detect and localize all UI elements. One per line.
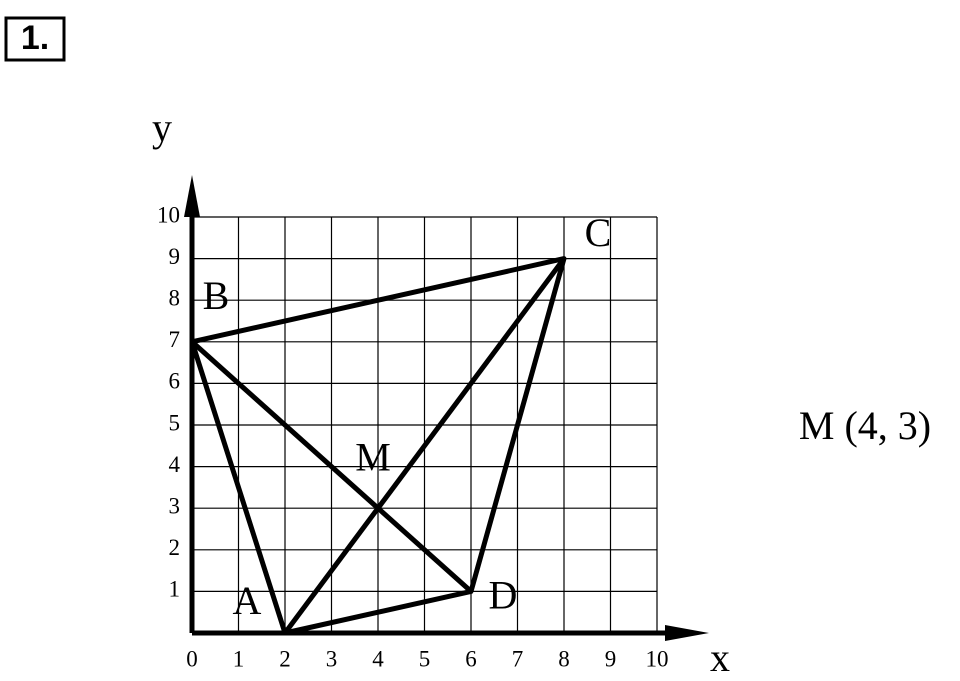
vertex-label: C	[585, 210, 612, 255]
y-tick-label: 8	[169, 285, 181, 310]
y-tick-label: 6	[169, 369, 181, 394]
x-tick-label: 7	[512, 646, 524, 671]
note: M (4, 3)	[799, 403, 931, 448]
y-tick-label: 3	[169, 493, 181, 518]
y-tick-label: 7	[169, 327, 181, 352]
x-tick-label: 2	[279, 646, 291, 671]
y-tick-label: 10	[157, 202, 180, 227]
intersection-point	[375, 505, 381, 512]
vertex-label: B	[203, 273, 230, 318]
x-tick-label: 3	[326, 646, 338, 671]
y-tick-label: 1	[169, 577, 181, 602]
x-tick-label: 9	[605, 646, 617, 671]
badge-box	[4, 16, 66, 62]
badge: 1.	[21, 19, 49, 57]
x-axis-label: x	[710, 635, 730, 680]
y-tick-label: 9	[169, 244, 181, 269]
x-tick-label: 8	[558, 646, 570, 671]
x-tick-label: 6	[465, 646, 477, 671]
y-tick-label: 4	[169, 452, 181, 477]
intersection-label: M	[355, 434, 391, 479]
y-tick-label: 5	[169, 410, 181, 435]
x-arrow	[665, 625, 709, 641]
y-tick-label: 2	[169, 535, 181, 560]
x-tick-label: 0	[186, 646, 198, 671]
x-tick-label: 4	[372, 646, 384, 671]
x-tick-label: 1	[233, 646, 245, 671]
vertex-label: A	[233, 578, 262, 623]
x-tick-label: 5	[419, 646, 431, 671]
y-axis-label: y	[152, 105, 172, 150]
diagonal	[282, 257, 567, 635]
diagonal	[190, 339, 473, 594]
y-arrow	[184, 175, 200, 217]
vertex-label: D	[489, 573, 518, 618]
x-tick-label: 10	[646, 646, 669, 671]
